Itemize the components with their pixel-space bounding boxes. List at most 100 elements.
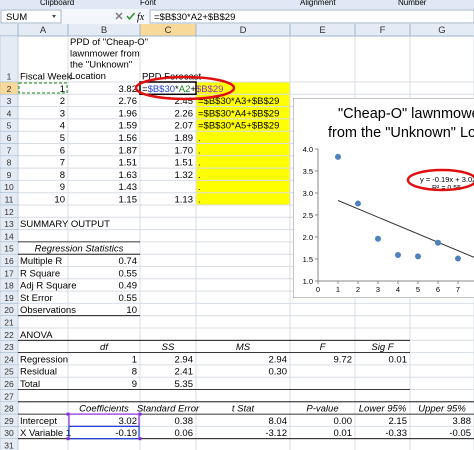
row-header: 23 (4, 342, 14, 352)
row-header: 11 (5, 195, 14, 205)
trendline-equation: y = -0.19x + 3.02 (420, 175, 474, 184)
cell-text: 1.51 (175, 158, 194, 169)
x-tick-label: 3 (376, 285, 380, 294)
cell-text: 1.87 (119, 145, 138, 156)
cell-text: 1.15 (119, 195, 138, 206)
x-tick-label: 4 (396, 285, 400, 294)
dropdown-arrow[interactable] (52, 15, 56, 18)
column-header: D (240, 25, 247, 36)
row-header: 12 (4, 207, 14, 217)
row-header: 30 (4, 428, 14, 438)
cell-text: 3.88 (453, 416, 472, 427)
row-header: 10 (4, 182, 14, 192)
row-header: 21 (4, 318, 14, 328)
reference-b30 (68, 425, 140, 440)
row-header: 8 (7, 158, 12, 168)
cell-text: 2.41 (175, 367, 194, 378)
selection-handle (138, 412, 142, 416)
row-header: 3 (7, 96, 12, 106)
ribbon-group-label: Clipboard (40, 0, 74, 7)
cell-text: -0.05 (449, 428, 471, 439)
row-header: 5 (7, 121, 12, 131)
cell-text: 1.13 (175, 195, 194, 206)
cell-text: F (320, 342, 327, 353)
row-header: 7 (7, 145, 12, 155)
cell-text: 2.76 (119, 96, 138, 107)
annotation-ellipse (406, 168, 474, 192)
cell-text: 0.06 (175, 428, 194, 439)
name-box[interactable] (0, 9, 62, 24)
cell-text: X Variable 1 (20, 428, 71, 439)
data-point (395, 252, 401, 259)
formula-input[interactable] (149, 9, 474, 24)
cell-text: 7 (60, 158, 65, 169)
formula-part: A2 (179, 84, 191, 95)
column-header-bar (0, 24, 474, 36)
cell-text: 1 (60, 84, 65, 95)
cell-text: 8 (60, 170, 65, 181)
ribbon-group-label: Alignment (300, 0, 336, 7)
data-point (415, 253, 421, 260)
cell-text: 2 (60, 96, 65, 107)
row-header: 26 (4, 379, 14, 389)
cell-text: 3 (60, 108, 65, 119)
cell-text: 6 (60, 145, 65, 156)
chart-title: "Cheap-O" lawnmowe (338, 106, 474, 122)
cell-text: 1.43 (119, 182, 138, 193)
cell-text: 4 (60, 121, 65, 132)
active-column-header (140, 24, 196, 36)
cell-text: Observations (20, 305, 76, 316)
cell-text: 1.70 (175, 145, 194, 156)
trendline (337, 200, 474, 258)
x-tick-label: 1 (336, 285, 340, 294)
cell-text: 8.04 (269, 416, 288, 427)
row-header: 28 (4, 404, 14, 414)
row-header: 15 (4, 244, 14, 254)
column-header: A (40, 25, 47, 36)
y-tick-label: 3.5 (303, 167, 313, 176)
cell-text: Location (70, 71, 106, 82)
cancel-icon[interactable] (115, 12, 123, 20)
formula-part: + (190, 84, 196, 95)
cell-text: -0.19 (115, 428, 137, 439)
y-tick-label: 4.0 (303, 145, 313, 154)
y-tick-label: 3.0 (303, 189, 313, 198)
cell-text: 9 (132, 379, 137, 390)
formula-part: * (175, 84, 179, 95)
row-header: 14 (4, 231, 14, 241)
formula-part: = (142, 84, 148, 95)
cell-text: 0.55 (119, 293, 138, 304)
enter-icon[interactable] (126, 12, 136, 21)
cell-text: Regression (20, 354, 68, 365)
x-tick-label: 7 (456, 285, 460, 294)
cell-text: 9.72 (334, 354, 353, 365)
formula-part: $B$30 (148, 84, 175, 95)
ribbon-group-label: Font (140, 0, 157, 7)
row-header: 16 (4, 256, 14, 266)
x-tick-label: 0 (316, 285, 320, 294)
cell-text: Total (20, 379, 40, 390)
active-cell (139, 81, 197, 96)
annotation-ellipse (134, 75, 236, 101)
selection-handle (66, 412, 70, 416)
cell-text: 0.00 (334, 416, 353, 427)
row-header: 27 (4, 391, 14, 401)
x-tick-label: 2 (356, 285, 360, 294)
cell-text: SS (162, 342, 175, 353)
name-box-text: SUM (6, 12, 27, 23)
cell-text: 8 (132, 367, 137, 378)
column-header: C (165, 25, 172, 36)
cell-text: P-value (306, 404, 338, 415)
column-header: G (438, 25, 445, 36)
cell-text: Intercept (20, 416, 57, 427)
row-header-bg (0, 438, 19, 450)
cell-text: 1.96 (119, 108, 138, 119)
cell-text: lawnmower from (70, 48, 140, 59)
y-tick-label: 1.5 (303, 255, 313, 264)
row-header: 4 (7, 108, 12, 118)
ribbon-group-label: Number (398, 0, 427, 7)
cell-text: 2.45 (175, 96, 194, 107)
reference-a2 (18, 82, 68, 94)
